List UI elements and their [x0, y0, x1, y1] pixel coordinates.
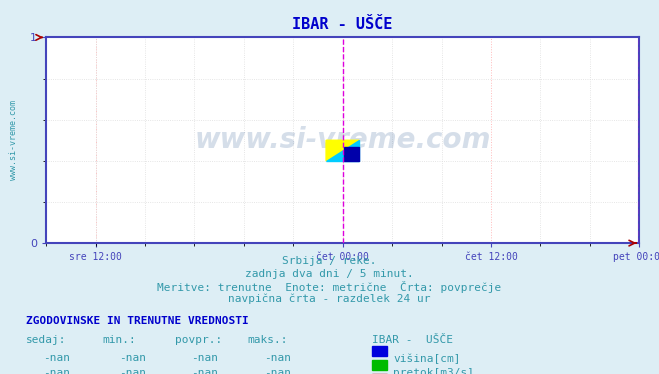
- Polygon shape: [326, 140, 359, 161]
- Text: -nan: -nan: [191, 368, 218, 374]
- Title: IBAR - UŠČE: IBAR - UŠČE: [293, 17, 393, 32]
- Text: -nan: -nan: [264, 353, 291, 364]
- Text: povpr.:: povpr.:: [175, 335, 222, 346]
- Text: sedaj:: sedaj:: [26, 335, 67, 346]
- Text: www.si-vreme.com: www.si-vreme.com: [9, 100, 18, 180]
- Polygon shape: [326, 140, 359, 161]
- Text: navpična črta - razdelek 24 ur: navpična črta - razdelek 24 ur: [228, 293, 431, 304]
- Text: -nan: -nan: [43, 353, 70, 364]
- Text: zadnja dva dni / 5 minut.: zadnja dva dni / 5 minut.: [245, 269, 414, 279]
- Text: -nan: -nan: [191, 353, 218, 364]
- Text: www.si-vreme.com: www.si-vreme.com: [194, 126, 491, 154]
- Text: -nan: -nan: [119, 368, 146, 374]
- Text: IBAR -  UŠČE: IBAR - UŠČE: [372, 335, 453, 346]
- Text: Meritve: trenutne  Enote: metrične  Črta: povprečje: Meritve: trenutne Enote: metrične Črta: …: [158, 281, 501, 293]
- Text: ZGODOVINSKE IN TRENUTNE VREDNOSTI: ZGODOVINSKE IN TRENUTNE VREDNOSTI: [26, 316, 249, 326]
- Text: -nan: -nan: [43, 368, 70, 374]
- Polygon shape: [344, 147, 359, 161]
- Text: pretok[m3/s]: pretok[m3/s]: [393, 368, 474, 374]
- Text: -nan: -nan: [119, 353, 146, 364]
- Text: maks.:: maks.:: [247, 335, 287, 346]
- Text: višina[cm]: višina[cm]: [393, 353, 461, 364]
- Text: min.:: min.:: [102, 335, 136, 346]
- Text: -nan: -nan: [264, 368, 291, 374]
- Text: Srbija / reke.: Srbija / reke.: [282, 256, 377, 266]
